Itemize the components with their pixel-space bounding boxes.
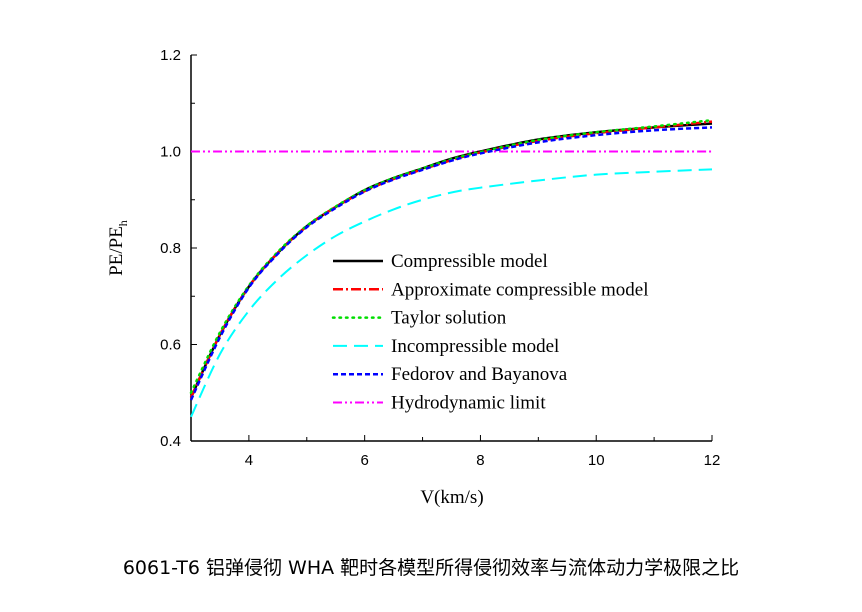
x-tick-label: 10 — [588, 452, 605, 469]
x-axis-label: V(km/s) — [420, 487, 483, 508]
y-tick-label: 0.6 — [160, 337, 181, 354]
x-tick-label: 4 — [245, 452, 253, 469]
figure-caption: 6061-T6 铝弹侵彻 WHA 靶时各模型所得侵彻效率与流体动力学极限之比 — [122, 557, 740, 579]
x-tick-label: 12 — [704, 452, 721, 469]
legend-label: Incompressible model — [391, 336, 559, 357]
series-lines — [189, 118, 714, 418]
legend: Compressible model Approximate compressib… — [331, 251, 649, 414]
legend-label: Hydrodynamic limit — [391, 393, 546, 414]
series-line — [190, 168, 713, 418]
legend-label: Compressible model — [391, 251, 548, 272]
x-tick-label: 8 — [476, 452, 484, 469]
x-tick-label: 6 — [360, 452, 368, 469]
y-axis-label: PE/PEh — [106, 220, 130, 276]
y-tick-label: 1.0 — [160, 144, 181, 161]
legend-label: Fedorov and Bayanova — [391, 364, 568, 385]
series-line — [189, 126, 713, 401]
y-tick-label: 0.4 — [160, 433, 181, 450]
y-tick-label: 0.8 — [160, 240, 181, 257]
legend-label: Taylor solution — [391, 308, 507, 329]
y-tick-label: 1.2 — [160, 47, 181, 64]
legend-label: Approximate compressible model — [391, 279, 649, 300]
